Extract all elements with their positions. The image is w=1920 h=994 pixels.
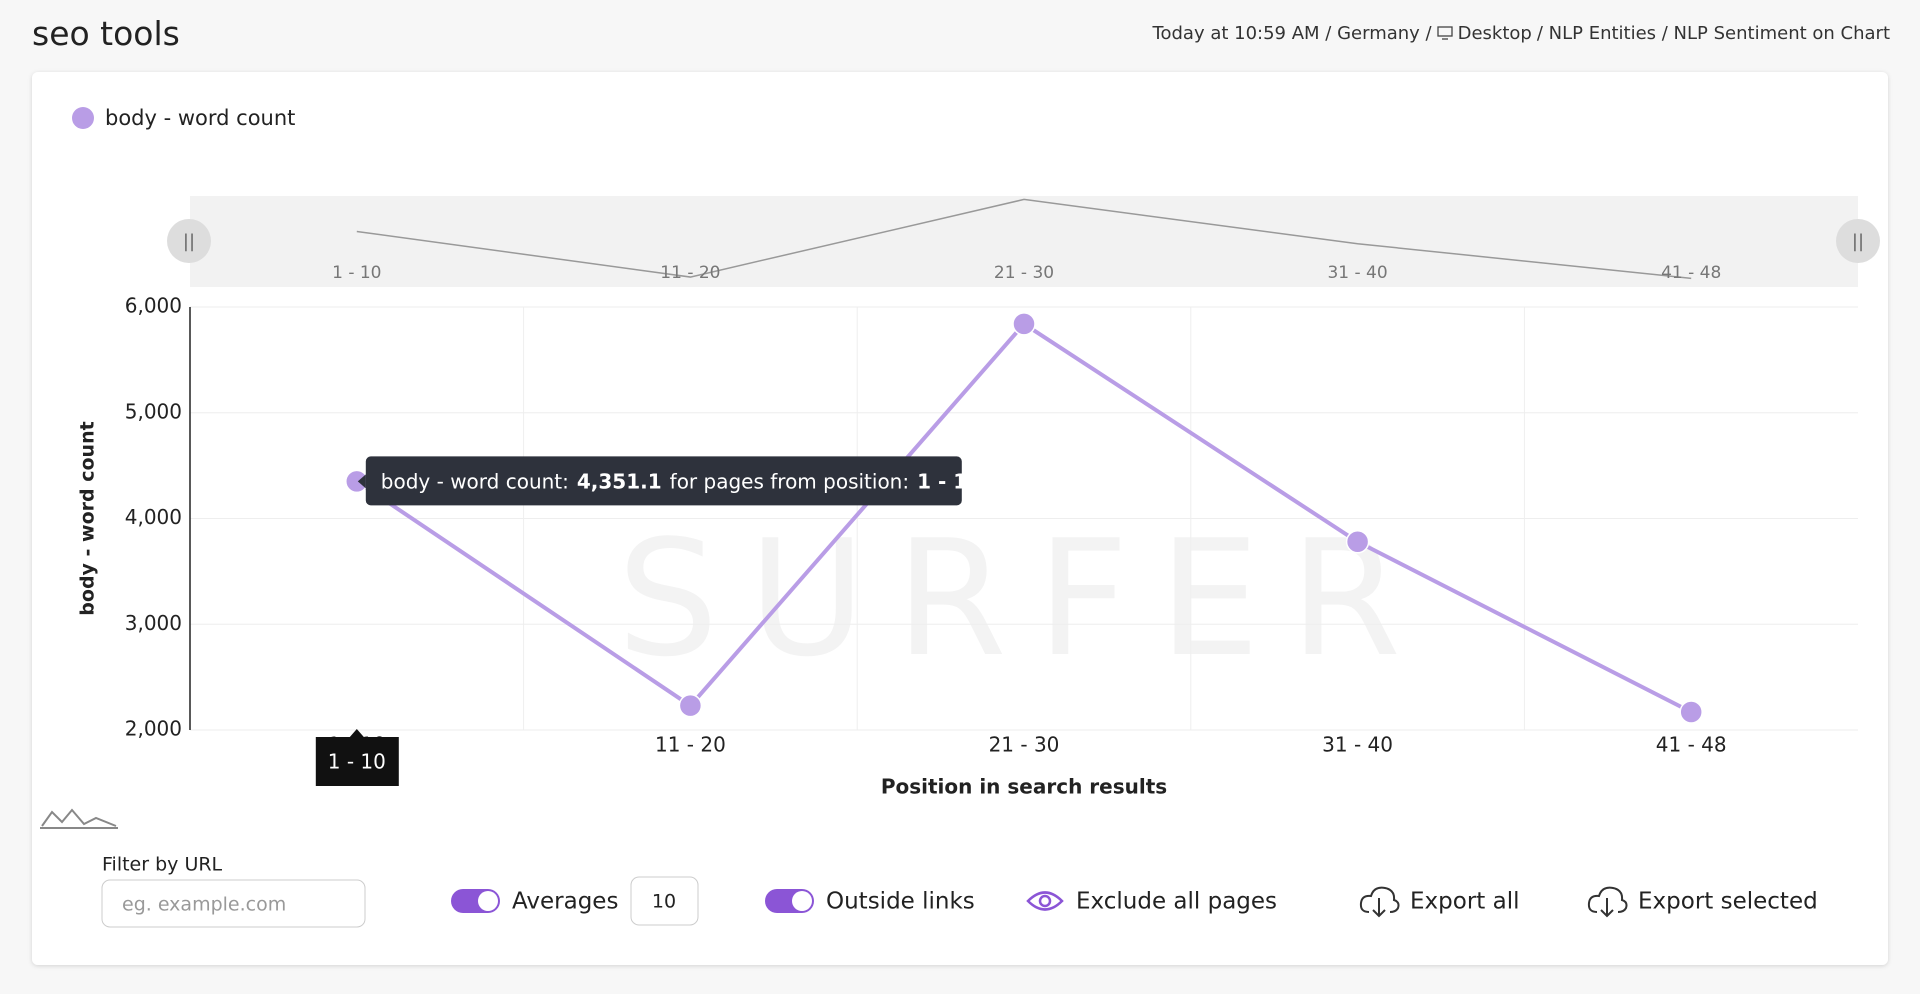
hover-caret (349, 729, 364, 737)
filter-input[interactable] (101, 879, 366, 928)
x-tick-label: 31 - 40 (1322, 733, 1393, 757)
nav-handle[interactable] (1836, 219, 1880, 263)
x-axis-title: Position in search results (881, 775, 1167, 799)
data-point (1012, 312, 1036, 336)
filter-label: Filter by URL (102, 854, 223, 876)
watermark: SURFER (617, 505, 1431, 692)
page-title: seo tools (32, 13, 180, 53)
data-point (1345, 530, 1370, 554)
export-selected-button[interactable]: Export selected (1638, 889, 1818, 915)
x-tick-label: 41 - 48 (1656, 733, 1727, 757)
navigator-label: 31 - 40 (1327, 263, 1387, 283)
breadcrumb-device: Desktop (1457, 22, 1532, 44)
nav-handle-grip: || (183, 231, 195, 252)
breadcrumb-text: / NLP Entities / NLP Sentiment on Chart (1536, 22, 1890, 44)
tooltip-caret (357, 474, 366, 489)
outside-links-label: Outside links (826, 889, 975, 915)
y-tick-label: 3,000 (125, 611, 182, 635)
nav-handle[interactable] (167, 219, 211, 263)
toggle-knob (792, 891, 812, 911)
export-all-button[interactable]: Export all (1410, 889, 1519, 915)
legend-marker (72, 107, 94, 129)
export-icon[interactable] (1359, 886, 1400, 918)
tooltip: body - word count: 4,351.1 for pages from … (381, 469, 981, 493)
y-tick-label: 4,000 (125, 505, 182, 529)
data-point (678, 693, 703, 718)
legend-label: body - word count (105, 106, 295, 130)
averages-label: Averages (512, 889, 618, 915)
navigator-label: 21 - 30 (994, 263, 1054, 283)
y-tick-label: 5,000 (125, 399, 182, 423)
hover-x-label-box (315, 737, 399, 786)
tooltip-text: for pages from position: (670, 469, 909, 493)
navigator-label: 41 - 48 (1661, 263, 1721, 283)
export-icon[interactable] (1587, 886, 1628, 918)
navigator-label: 11 - 20 (660, 263, 720, 283)
navigator (190, 196, 1858, 287)
hover-x-label: 1 - 10 (328, 750, 386, 774)
exclude-button[interactable]: Exclude all pages (1076, 889, 1277, 915)
chart-toggle-icon[interactable] (41, 808, 117, 827)
y-axis-title: body - word count (77, 421, 99, 615)
desktop-icon (1436, 26, 1453, 40)
eye-icon[interactable] (1026, 891, 1064, 911)
y-tick-label: 2,000 (125, 717, 182, 741)
navigator-line (356, 198, 1692, 280)
navigator-label: 1 - 10 (332, 263, 381, 283)
x-tick-label: 11 - 20 (655, 733, 726, 757)
breadcrumb-text: Today at 10:59 AM / Germany / (1152, 22, 1432, 44)
filter-placeholder: eg. example.com (122, 894, 286, 916)
data-point (1679, 700, 1703, 724)
averages-value: 10 (652, 891, 676, 913)
x-tick-label: 21 - 30 (989, 733, 1060, 757)
tooltip-text: body - word count: (381, 469, 569, 493)
header: seo tools Today at 10:59 AM / Germany / … (32, 10, 1890, 56)
tooltip-text: 4,351.1 (577, 469, 662, 493)
tooltip-text: 1 - 10 (917, 469, 981, 493)
y-tick-label: 6,000 (125, 294, 182, 318)
toggle-knob (478, 891, 498, 911)
tooltip-box (365, 456, 962, 506)
nav-handle-grip: || (1852, 231, 1864, 252)
breadcrumb: Today at 10:59 AM / Germany / Desktop / … (1153, 23, 1890, 44)
averages-input[interactable] (630, 876, 699, 926)
